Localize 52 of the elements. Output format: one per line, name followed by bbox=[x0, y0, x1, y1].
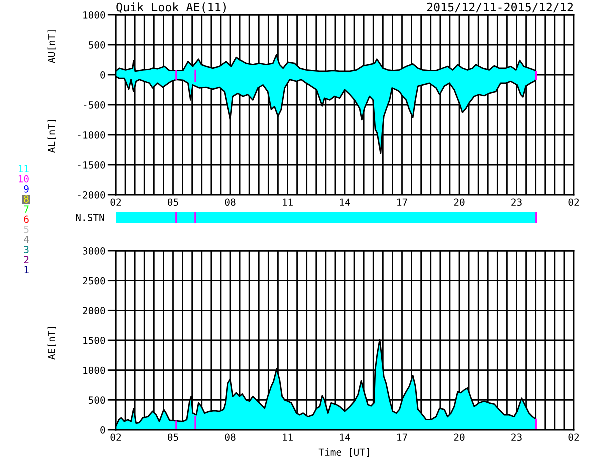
text: 11 bbox=[18, 165, 29, 172]
text: 10 bbox=[18, 175, 29, 183]
legend-label: 2 bbox=[24, 256, 29, 264]
legend-label: 4 bbox=[24, 236, 30, 244]
legend-label: 3 bbox=[24, 246, 29, 254]
y-tick-label: -500 bbox=[84, 102, 106, 109]
x-tick-label: 23 bbox=[512, 198, 522, 206]
x-axis-title: Time [UT] bbox=[318, 448, 370, 458]
y-tick-label: 1500 bbox=[84, 337, 106, 344]
x-tick-label: 08 bbox=[225, 434, 236, 442]
y-tick-label: 0 bbox=[100, 426, 106, 434]
x-tick-label: 20 bbox=[454, 434, 465, 442]
x-tick-label: 05 bbox=[168, 434, 178, 442]
x-tick-label: 05 bbox=[168, 198, 178, 206]
bar bbox=[177, 212, 196, 223]
y-tick-label: 0 bbox=[100, 72, 106, 79]
y-tick-label: 500 bbox=[88, 42, 106, 49]
x-tick-label: 20 bbox=[454, 198, 465, 206]
x-tick-label: 14 bbox=[340, 198, 350, 206]
text: AL[nT] bbox=[48, 120, 56, 153]
x-tick-label: 23 bbox=[512, 434, 522, 442]
x-tick-label: 08 bbox=[225, 198, 236, 206]
legend-label: 8 bbox=[24, 196, 29, 203]
x-tick-label: 11 bbox=[283, 434, 293, 441]
chart-title: Quik Look AE(11) bbox=[116, 2, 226, 14]
bar bbox=[116, 212, 176, 223]
y-tick-label: N.STN bbox=[76, 214, 104, 222]
x-tick-label: 02 bbox=[110, 434, 122, 442]
x-tick-label: 02 bbox=[568, 198, 580, 206]
y-tick-label: -1000 bbox=[78, 132, 106, 139]
y-axis-title: AE[nT] bbox=[48, 327, 56, 360]
y-tick-label: 1000 bbox=[84, 366, 106, 374]
x-tick-label: 17 bbox=[398, 198, 408, 206]
legend-label: 9 bbox=[24, 185, 29, 193]
y-tick-label: 500 bbox=[88, 396, 106, 404]
x-tick-label: 17 bbox=[398, 434, 408, 441]
legend-label: 5 bbox=[24, 226, 29, 234]
x-tick-label: 14 bbox=[340, 434, 350, 441]
y-tick-label: 2500 bbox=[83, 277, 106, 285]
y-tick-label: -1500 bbox=[78, 162, 106, 169]
x-tick-label: 02 bbox=[110, 198, 122, 206]
y-axis-title: AU[nT] bbox=[48, 30, 56, 64]
legend-label: 6 bbox=[24, 216, 29, 224]
chart-subtitle: 2015/12/11-2015/12/12 bbox=[427, 2, 574, 13]
x-tick-label: 02 bbox=[568, 434, 580, 442]
y-tick-label: 1000 bbox=[84, 12, 106, 19]
x-tick-label: 11 bbox=[283, 198, 293, 206]
legend-label: 1 bbox=[24, 266, 29, 274]
y-tick-label: -2000 bbox=[78, 192, 106, 199]
y-tick-label: 2000 bbox=[83, 307, 106, 315]
y-tick-label: 3000 bbox=[83, 248, 106, 255]
legend-label: 7 bbox=[24, 206, 29, 213]
